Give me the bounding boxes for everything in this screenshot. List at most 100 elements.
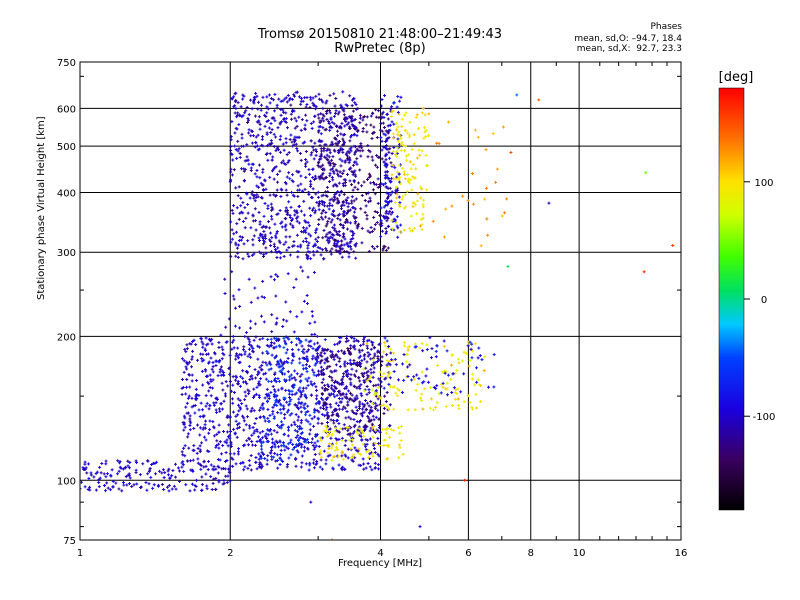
echo-point	[192, 448, 196, 452]
echo-point	[266, 220, 270, 224]
echo-point	[390, 190, 394, 194]
echo-point	[180, 377, 184, 381]
echo-point	[385, 209, 389, 213]
echo-point	[207, 459, 211, 463]
echo-point	[229, 240, 233, 244]
echo-point	[193, 403, 197, 407]
echo-point	[336, 112, 340, 116]
echo-point	[251, 443, 255, 447]
echo-point	[337, 193, 341, 197]
echo-point	[250, 406, 254, 410]
echo-point	[218, 409, 222, 413]
echo-point	[236, 346, 240, 350]
echo-point	[360, 241, 364, 245]
echo-point	[390, 173, 394, 177]
echo-point	[258, 431, 262, 435]
echo-point	[238, 425, 242, 429]
echo-point	[217, 446, 221, 450]
echo-point	[392, 407, 396, 411]
echo-point	[185, 343, 189, 347]
echo-point	[332, 92, 336, 96]
echo-point	[305, 350, 309, 354]
echo-point	[312, 466, 316, 470]
echo-point	[273, 119, 277, 123]
echo-point	[239, 105, 243, 109]
echo-point	[243, 167, 247, 171]
echo-point	[372, 180, 376, 184]
echo-point	[270, 330, 274, 334]
echo-point	[351, 188, 355, 192]
echo-point	[350, 119, 354, 123]
echo-point	[198, 426, 202, 430]
echo-point	[361, 342, 365, 346]
echo-point	[384, 400, 388, 404]
echo-point	[311, 208, 315, 212]
echo-point	[229, 429, 233, 433]
echo-point	[415, 373, 419, 377]
echo-point	[238, 155, 242, 159]
echo-point	[297, 348, 301, 352]
echo-point	[181, 453, 185, 457]
echo-point	[219, 373, 223, 377]
echo-point	[261, 351, 265, 355]
echo-point	[377, 358, 381, 362]
echo-point	[254, 376, 258, 380]
echo-point	[272, 242, 276, 246]
echo-point	[185, 377, 189, 381]
echo-point	[235, 115, 239, 119]
echo-point	[228, 436, 232, 440]
echo-point	[339, 174, 343, 178]
echo-point	[381, 183, 385, 187]
grid-lines	[80, 62, 681, 540]
echo-point	[230, 228, 234, 232]
echo-point	[250, 107, 254, 111]
phase-stats-title: Phases	[650, 22, 682, 32]
echo-point	[330, 120, 334, 124]
echo-point	[381, 110, 385, 114]
echo-point	[345, 218, 349, 222]
echo-point	[377, 417, 381, 421]
echo-point	[451, 372, 455, 376]
echo-point	[317, 222, 321, 226]
echo-point	[335, 342, 339, 346]
echo-point	[220, 381, 224, 385]
echo-point	[290, 376, 294, 380]
echo-point	[245, 159, 249, 163]
echo-point	[354, 149, 358, 153]
echo-point	[271, 155, 275, 159]
echo-point	[297, 170, 301, 174]
echo-point	[298, 357, 302, 361]
echo-point	[348, 358, 352, 362]
echo-point	[420, 223, 424, 227]
echo-point	[304, 462, 308, 466]
echo-point	[373, 466, 377, 470]
echo-point	[401, 362, 405, 366]
echo-point	[384, 133, 388, 137]
echo-point	[350, 170, 354, 174]
echo-point	[352, 210, 356, 214]
echo-point	[237, 356, 241, 360]
echo-point	[199, 337, 203, 341]
echo-point	[307, 193, 311, 197]
echo-point	[474, 406, 478, 410]
echo-point	[348, 208, 352, 212]
echo-point	[379, 104, 383, 108]
echo-point	[403, 113, 407, 117]
echo-point	[273, 451, 277, 455]
echo-point	[298, 151, 302, 155]
echo-point	[246, 121, 250, 125]
echo-point	[299, 230, 303, 234]
echo-point	[294, 343, 298, 347]
echo-point	[105, 481, 109, 485]
echo-point	[300, 401, 304, 405]
echo-point	[237, 217, 241, 221]
echo-point	[255, 428, 259, 432]
echo-point	[244, 423, 248, 427]
echo-point	[268, 175, 272, 179]
echo-point	[305, 95, 309, 99]
echo-point	[303, 127, 307, 131]
echo-point	[342, 249, 346, 253]
echo-point	[272, 341, 276, 345]
echo-point	[281, 407, 285, 411]
echo-point	[287, 98, 291, 102]
